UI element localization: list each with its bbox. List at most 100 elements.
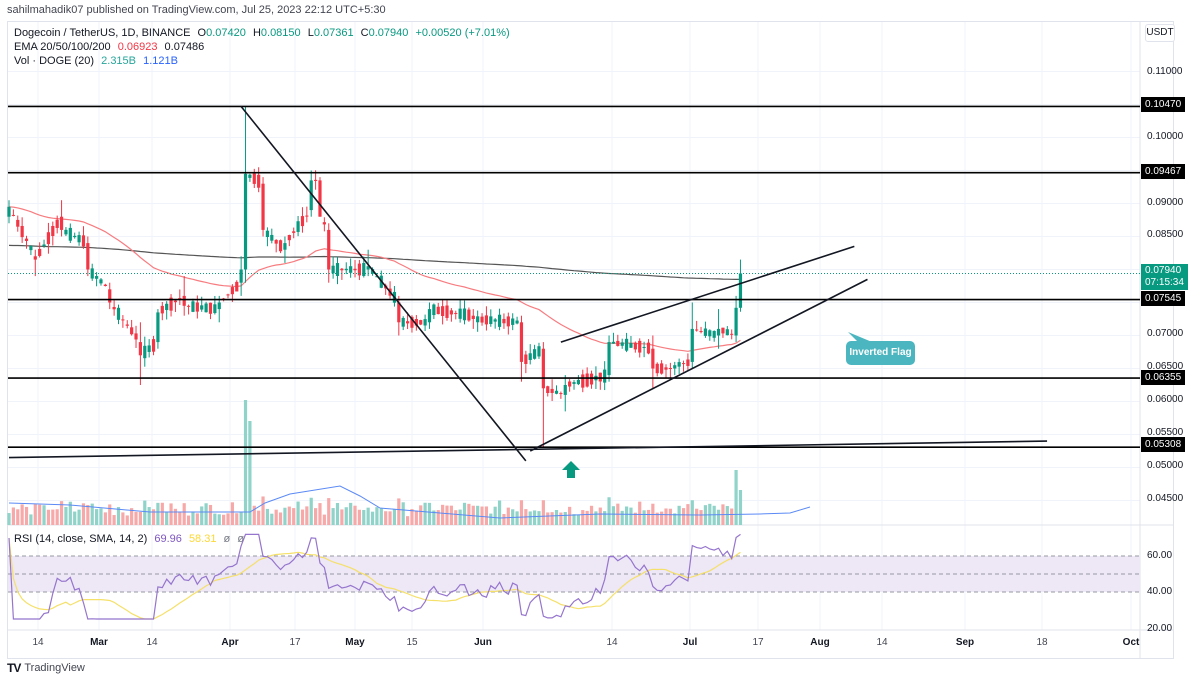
rsi-tick: 40.00 bbox=[1147, 586, 1173, 597]
candle-body bbox=[454, 312, 458, 314]
candle-body bbox=[243, 173, 248, 270]
volume-bar bbox=[353, 505, 357, 525]
volume-bar bbox=[278, 512, 283, 525]
rsi-sma-value: 58.31 bbox=[188, 533, 217, 545]
rsi-tick: 60.00 bbox=[1147, 550, 1173, 561]
candle-body bbox=[191, 301, 195, 312]
candle-body bbox=[528, 353, 532, 360]
candle-body bbox=[414, 319, 418, 326]
volume-bar bbox=[572, 514, 576, 525]
volume-bar bbox=[248, 421, 252, 525]
candle-body bbox=[160, 305, 164, 314]
candle-body bbox=[695, 329, 699, 331]
candle-body bbox=[651, 348, 655, 369]
price-tick: 0.06500 bbox=[1147, 361, 1184, 372]
volume-bar bbox=[677, 505, 681, 525]
candle-body bbox=[436, 306, 440, 315]
candle-body bbox=[708, 330, 712, 337]
candle-body bbox=[476, 316, 480, 323]
rsi-sma-line bbox=[8, 537, 741, 620]
candle-body bbox=[686, 359, 690, 366]
volume-bar bbox=[213, 513, 217, 525]
volume-bar bbox=[414, 510, 418, 525]
candle-body bbox=[572, 382, 576, 384]
price-tick: 0.07000 bbox=[1147, 328, 1184, 339]
volume-bar bbox=[265, 508, 270, 525]
volume-bar bbox=[296, 501, 300, 525]
volume-bar bbox=[589, 505, 594, 525]
candle-body bbox=[738, 273, 743, 308]
candle-body bbox=[169, 297, 173, 311]
volume-bar bbox=[344, 507, 348, 525]
trendline bbox=[8, 440, 1048, 459]
up-arrow-icon bbox=[562, 461, 580, 478]
volume-bar bbox=[165, 511, 169, 525]
candle-body bbox=[46, 232, 51, 245]
candle-body bbox=[95, 276, 99, 279]
candle-body bbox=[401, 317, 405, 327]
candle-body bbox=[235, 281, 239, 292]
time-axis-label: 15 bbox=[406, 637, 418, 648]
candle-body bbox=[116, 307, 121, 320]
candle-body bbox=[195, 302, 199, 312]
trendline bbox=[240, 105, 527, 462]
volume-bar bbox=[235, 513, 239, 525]
volume-bar bbox=[147, 507, 151, 525]
volume-bar bbox=[436, 510, 440, 525]
candle-body bbox=[331, 265, 335, 274]
volume-bar bbox=[125, 515, 129, 525]
candle-body bbox=[497, 314, 502, 327]
volume-bar bbox=[182, 503, 186, 525]
volume-bar bbox=[730, 508, 734, 525]
currency-selector[interactable]: USDT bbox=[1145, 24, 1175, 42]
time-axis-label: 17 bbox=[289, 637, 301, 648]
candle-body bbox=[261, 183, 265, 230]
volume-bar bbox=[484, 506, 489, 525]
volume-bar bbox=[77, 509, 81, 525]
volume-bar bbox=[427, 502, 432, 525]
candle-body bbox=[208, 302, 213, 314]
ema-label: EMA 20/50/100/200 bbox=[14, 41, 111, 53]
rsi-legend: RSI (14, close, SMA, 14, 2) 69.96 58.31 … bbox=[14, 533, 248, 545]
candle-body bbox=[327, 229, 331, 270]
volume-bar bbox=[362, 509, 366, 525]
volume-bar bbox=[33, 504, 37, 525]
volume-bar bbox=[476, 505, 480, 525]
time-axis-label: Sep bbox=[955, 637, 975, 648]
volume-bar bbox=[257, 510, 261, 525]
candle-body bbox=[638, 340, 642, 353]
volume-bar bbox=[624, 506, 629, 525]
candle-body bbox=[217, 302, 221, 310]
candle-body bbox=[611, 341, 616, 344]
volume-bar bbox=[186, 515, 191, 525]
candle-body bbox=[335, 263, 340, 276]
volume-bar bbox=[585, 510, 589, 525]
price-tick: 0.11000 bbox=[1147, 66, 1183, 77]
candle-body bbox=[362, 263, 366, 276]
volume-bar bbox=[226, 513, 230, 525]
volume-bar bbox=[156, 502, 160, 525]
inverted-flag-callout[interactable]: Inverted Flag bbox=[846, 341, 915, 365]
volume-bar bbox=[712, 505, 716, 525]
candle-body bbox=[598, 372, 602, 382]
candle-body bbox=[138, 342, 142, 356]
volume-bar bbox=[38, 504, 42, 525]
candle-body bbox=[314, 179, 318, 181]
tradingview-logo-icon: TV bbox=[7, 661, 21, 675]
candle-body bbox=[51, 225, 55, 237]
candle-body bbox=[125, 324, 129, 326]
volume-bar bbox=[24, 506, 29, 525]
candle-body bbox=[410, 316, 414, 328]
volume-bar bbox=[305, 506, 309, 525]
candle-body bbox=[24, 238, 29, 241]
candle-body bbox=[589, 373, 594, 385]
volume-bar bbox=[116, 507, 121, 525]
candle-body bbox=[283, 243, 287, 250]
candle-body bbox=[103, 284, 107, 286]
volume-bar bbox=[493, 506, 497, 525]
candle-body bbox=[370, 269, 375, 274]
price-change: +0.00520 (+7.01%) bbox=[415, 27, 510, 39]
tradingview-logo[interactable]: TV TradingView bbox=[7, 661, 85, 675]
volume-bar bbox=[454, 510, 458, 525]
